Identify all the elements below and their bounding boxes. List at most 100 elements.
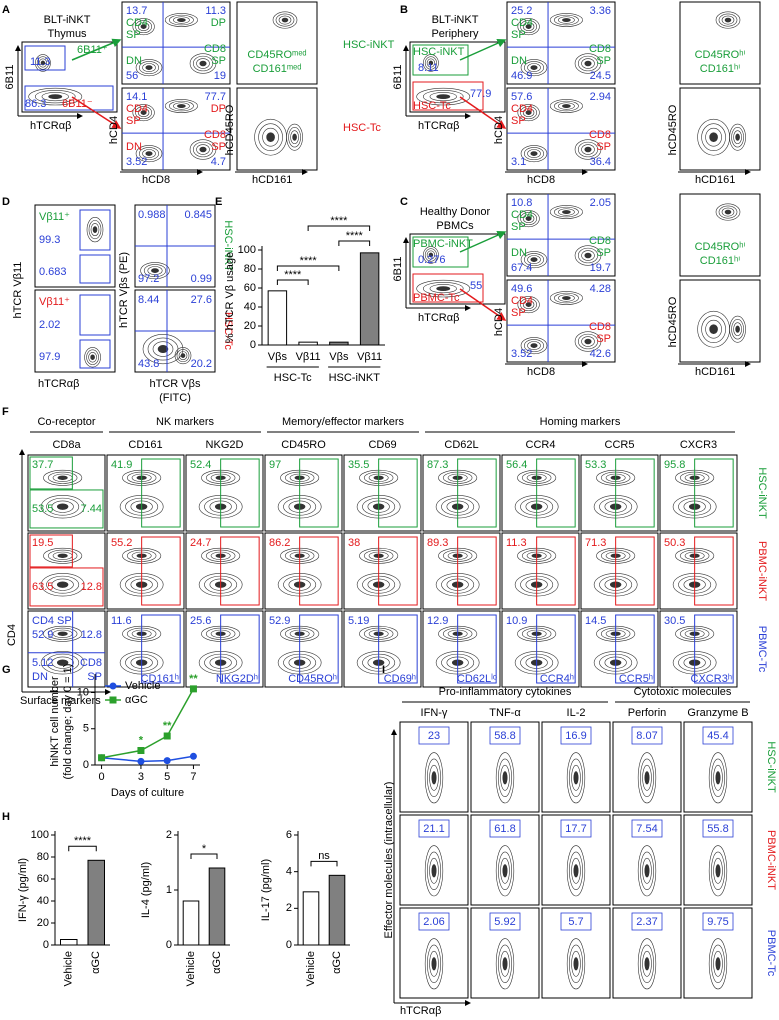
axis-label: (FITC) <box>159 392 191 404</box>
y-tick-label: 6 <box>286 829 292 841</box>
group-header: NK markers <box>156 416 215 428</box>
contour <box>566 938 586 990</box>
y-tick-label: 40 <box>244 301 256 313</box>
gate-label: CD62Lˡᵒ <box>457 673 497 685</box>
contour <box>520 212 538 226</box>
y-tick-label: 40 <box>37 895 49 907</box>
contour <box>288 127 301 148</box>
contour <box>286 123 303 151</box>
gate-value: 53.3 <box>585 459 606 471</box>
label: PBMCs <box>436 220 474 232</box>
contour <box>137 108 150 117</box>
contour <box>549 291 583 305</box>
gate <box>457 614 497 684</box>
contour <box>424 56 437 70</box>
contour <box>574 245 602 266</box>
contour <box>142 149 156 158</box>
contour <box>429 92 457 102</box>
contour <box>427 851 441 890</box>
gate <box>615 614 655 684</box>
plot-frame <box>264 454 343 532</box>
gate <box>489 726 521 745</box>
gate-label: CXCR3ʰⁱ <box>691 673 735 685</box>
gate <box>631 819 663 838</box>
contour <box>431 957 437 971</box>
gate-label: CD4 <box>511 17 533 29</box>
gate-value: 3.36 <box>590 5 611 17</box>
gate <box>694 536 734 606</box>
gate-value: 2.94 <box>590 91 611 103</box>
contour <box>422 89 464 104</box>
contour <box>523 253 545 267</box>
contour <box>569 851 583 890</box>
gate <box>24 45 66 71</box>
gate <box>29 567 104 607</box>
gate-label: DN <box>126 55 142 67</box>
gate <box>299 614 339 684</box>
gate <box>560 912 592 931</box>
contour <box>426 250 436 260</box>
contour <box>41 92 69 102</box>
plot-frame <box>659 610 738 688</box>
contour <box>584 146 592 153</box>
gate-value: 5.92 <box>494 916 515 928</box>
plot-frame <box>422 610 501 688</box>
gate-value: 77.9 <box>470 88 491 100</box>
row-label: PBMC-Tc <box>765 930 777 977</box>
gate-value: 97.2 <box>138 273 159 285</box>
gate-value: 53.5 <box>32 503 53 515</box>
contour <box>525 110 532 115</box>
gate-value: 25.6 <box>190 615 211 627</box>
plot-frame <box>34 289 116 373</box>
contour <box>569 944 583 983</box>
contour <box>644 771 650 785</box>
plot-frame <box>580 532 659 610</box>
gate <box>702 912 734 931</box>
gate-label: CD8 <box>204 43 226 55</box>
gate-value: 43.8 <box>138 358 159 370</box>
contour <box>558 294 575 302</box>
gate-label: CD8 <box>204 129 226 141</box>
contour <box>502 957 508 971</box>
contour <box>151 268 159 273</box>
plot-frame <box>422 532 501 610</box>
axis-label: hCD4 <box>108 116 120 144</box>
gate-label: DN <box>126 141 142 153</box>
gate-value: 9.75 <box>707 916 728 928</box>
contour <box>642 950 652 977</box>
contour <box>86 349 99 365</box>
column-title: IL-2 <box>567 707 586 719</box>
gate-value: 99.3 <box>39 234 60 246</box>
gate <box>489 912 521 931</box>
y-tick-label: 60 <box>244 282 256 294</box>
contour <box>566 845 586 897</box>
gate <box>378 614 418 684</box>
contour <box>708 752 728 804</box>
contour <box>500 764 510 791</box>
significance: * <box>202 843 207 855</box>
contour <box>731 127 744 148</box>
plot-frame <box>409 233 506 305</box>
contour <box>88 220 102 240</box>
contour <box>584 60 592 67</box>
contour <box>581 144 595 155</box>
gate-value: 10.8 <box>511 197 532 209</box>
contour <box>577 55 599 72</box>
gate <box>29 489 104 529</box>
y-tick-label: 1 <box>166 884 172 896</box>
contour <box>140 262 170 280</box>
axis-label: hTCR Vβs (PE) <box>118 252 130 328</box>
contour <box>549 13 583 27</box>
contour <box>584 338 592 345</box>
group-label: HSC-iNKT <box>329 372 381 384</box>
contour <box>140 24 147 29</box>
gate <box>536 614 576 684</box>
contour <box>527 255 541 264</box>
gate-value: 2.06 <box>423 916 444 928</box>
plot-frame <box>612 907 682 999</box>
gate-value: CD4 SP <box>32 615 72 627</box>
gate-label: CCR4ʰⁱ <box>540 673 576 685</box>
contour <box>520 298 538 312</box>
contour <box>88 352 97 363</box>
gate-value: 11.3 <box>205 5 226 17</box>
